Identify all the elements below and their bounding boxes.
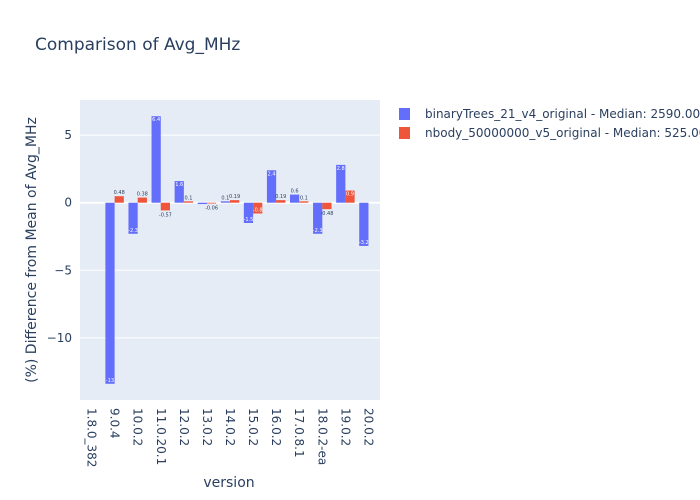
x-tick-label: 10.0.2	[131, 408, 145, 446]
data-label: -1.5	[244, 217, 254, 223]
data-label: -0.57	[159, 212, 172, 218]
x-tick-label: 15.0.2	[246, 408, 260, 446]
bar-series-2	[206, 202, 217, 204]
data-label: 0.19	[229, 194, 240, 200]
data-label: -0.48	[320, 211, 333, 217]
legend-swatch	[399, 108, 410, 120]
y-tick-label: 0	[64, 196, 72, 210]
legend-entry: binaryTrees_21_v4_original - Median: 259…	[425, 107, 700, 121]
bar-series-1	[220, 201, 230, 203]
y-tick-label: −10	[47, 331, 72, 345]
data-label: 6.4	[152, 117, 160, 123]
data-label: -0.8	[253, 208, 263, 214]
x-tick-label: 12.0.2	[177, 408, 191, 446]
data-label: 1.6	[175, 182, 183, 188]
x-tick-label: 14.0.2	[223, 408, 237, 446]
bar-series-1	[128, 202, 138, 234]
x-tick-label: 11.0.20.1	[154, 408, 168, 465]
y-tick-labels: −10 −5 0 5	[47, 128, 72, 345]
bar-series-2	[160, 202, 170, 211]
bar-series-1	[313, 202, 323, 234]
data-label: 0.6	[291, 189, 299, 195]
plot-area	[80, 100, 380, 400]
legend-entry: nbody_50000000_v5_original - Median: 525…	[425, 126, 700, 140]
x-tick-label: 13.0.2	[200, 408, 214, 446]
data-label: -2.3	[128, 228, 138, 234]
bar-series-2	[114, 196, 124, 203]
x-tick-label: 19.0.2	[338, 408, 352, 446]
bar-series-2	[230, 200, 240, 203]
x-tick-labels: 1.8.0_382 9.0.4 10.0.2 11.0.20.1 12.0.2 13.0.…	[85, 408, 376, 467]
bar-series-1	[336, 164, 346, 203]
legend: binaryTrees_21_v4_original - Median: 259…	[399, 107, 700, 140]
bar-series-1	[243, 202, 254, 223]
data-label: -2.3	[313, 228, 323, 234]
data-label: 0.48	[114, 190, 125, 196]
bar-series-1	[174, 181, 184, 203]
x-tick-label: 17.0.8.1	[292, 408, 306, 458]
y-tick-label: 5	[64, 128, 72, 142]
bar-series-2	[253, 202, 263, 214]
data-label: -3.2	[359, 240, 369, 246]
bar-series-2	[183, 201, 194, 203]
data-label: 0.19	[275, 194, 286, 200]
x-tick-label: 1.8.0_382	[85, 408, 99, 467]
data-label: 2.8	[337, 166, 345, 172]
bar-series-2	[137, 197, 147, 203]
data-label: 0.1	[184, 195, 192, 201]
data-label: -13	[106, 378, 114, 384]
data-label: 0.1	[221, 195, 229, 201]
legend-swatch	[399, 127, 410, 139]
x-tick-label: 16.0.2	[269, 408, 283, 446]
bars	[105, 116, 369, 384]
data-label: -0.06	[205, 206, 218, 212]
bar-series-1	[105, 202, 115, 384]
data-label: 2.4	[268, 171, 276, 177]
bar-series-2	[299, 201, 309, 203]
y-tick-label: −5	[54, 263, 72, 277]
bar-series-1	[266, 170, 277, 203]
x-tick-label: 18.0.2-ea	[315, 408, 329, 465]
bar-series-1	[290, 194, 300, 203]
y-axis-title: (%) Difference from Mean of Avg_MHz	[24, 117, 40, 383]
x-tick-label: 20.0.2	[361, 408, 375, 446]
bar-series-1	[359, 202, 369, 246]
data-label: 0.38	[137, 192, 148, 198]
bar-series-1	[197, 202, 207, 205]
bar-series-2	[322, 202, 332, 210]
x-axis-title: version	[203, 475, 254, 491]
bar-series-2	[276, 200, 286, 203]
x-tick-label: 9.0.4	[108, 408, 122, 439]
chart-title: Comparison of Avg_MHz	[35, 35, 240, 55]
data-label: 0.9	[346, 192, 354, 198]
bar-series-1	[151, 116, 161, 203]
bar-series-2	[345, 190, 355, 203]
bar-labels: -13 -2.3 6.4 1.6 0.1 -1.5 2.4 0.6 -2.3 2.8 -3.2 0.4…	[106, 117, 369, 384]
data-label: 0.1	[300, 195, 308, 201]
